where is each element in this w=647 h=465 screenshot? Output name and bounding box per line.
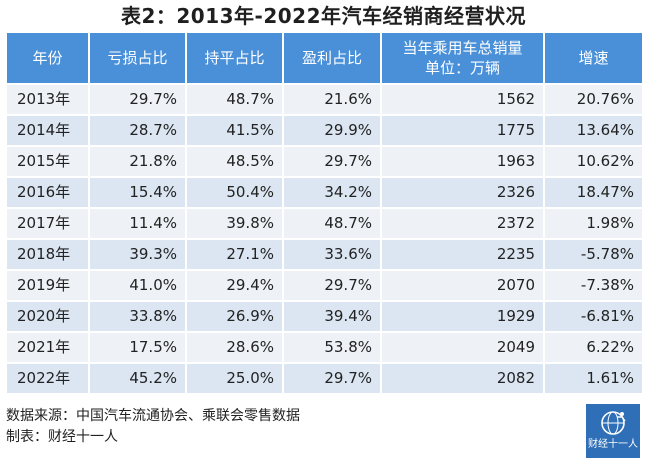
- cell-breakeven: 29.4%: [185, 269, 284, 302]
- cell-growth: 18.47%: [543, 176, 644, 209]
- cell-growth: 10.62%: [543, 145, 644, 178]
- brand-logo: 财经十一人: [586, 404, 640, 458]
- cell-breakeven: 41.5%: [185, 114, 284, 147]
- cell-sales: 2326: [380, 176, 545, 209]
- header-row: 年份 亏损占比 持平占比 盈利占比 当年乘用车总销量 单位：万辆 增速: [5, 31, 644, 85]
- cell-breakeven: 48.7%: [185, 83, 284, 116]
- header-growth: 增速: [543, 31, 644, 85]
- cell-profit: 29.7%: [282, 145, 382, 178]
- globe-runner-icon: [601, 411, 626, 435]
- cell-loss: 33.8%: [88, 300, 187, 333]
- table-row: 2018年 39.3% 27.1% 33.6% 2235 -5.78%: [5, 238, 644, 271]
- cell-year: 2016年: [5, 176, 90, 209]
- cell-growth: 6.22%: [543, 331, 644, 364]
- table-maker: 制表：财经十一人: [6, 429, 118, 445]
- cell-loss: 21.8%: [88, 145, 187, 178]
- cell-loss: 28.7%: [88, 114, 187, 147]
- cell-breakeven: 27.1%: [185, 238, 284, 271]
- cell-sales: 1963: [380, 145, 545, 178]
- cell-growth: 20.76%: [543, 83, 644, 116]
- cell-profit: 53.8%: [282, 331, 382, 364]
- cell-loss: 45.2%: [88, 362, 187, 395]
- cell-profit: 48.7%: [282, 207, 382, 240]
- cell-growth: 1.98%: [543, 207, 644, 240]
- data-source: 数据来源：中国汽车流通协会、乘联会零售数据: [6, 408, 300, 424]
- header-loss: 亏损占比: [88, 31, 187, 85]
- cell-sales: 2082: [380, 362, 545, 395]
- cell-breakeven: 48.5%: [185, 145, 284, 178]
- cell-year: 2021年: [5, 331, 90, 364]
- cell-year: 2018年: [5, 238, 90, 271]
- cell-year: 2013年: [5, 83, 90, 116]
- header-sales: 当年乘用车总销量 单位：万辆: [380, 31, 545, 85]
- table-title: 表2：2013年-2022年汽车经销商经营状况: [120, 4, 527, 28]
- header-sales-line2: 单位：万辆: [424, 59, 500, 77]
- table-row: 2019年 41.0% 29.4% 29.7% 2070 -7.38%: [5, 269, 644, 302]
- cell-breakeven: 50.4%: [185, 176, 284, 209]
- cell-sales: 1929: [380, 300, 545, 333]
- cell-profit: 34.2%: [282, 176, 382, 209]
- header-sales-line1: 当年乘用车总销量: [402, 39, 523, 57]
- cell-sales: 2049: [380, 331, 545, 364]
- cell-sales: 2235: [380, 238, 545, 271]
- logo-text: 财经十一人: [588, 439, 638, 450]
- table-row: 2021年 17.5% 28.6% 53.8% 2049 6.22%: [5, 331, 644, 364]
- table-row: 2015年 21.8% 48.5% 29.7% 1963 10.62%: [5, 145, 644, 178]
- table-row: 2016年 15.4% 50.4% 34.2% 2326 18.47%: [5, 176, 644, 209]
- cell-growth: -6.81%: [543, 300, 644, 333]
- cell-year: 2015年: [5, 145, 90, 178]
- cell-loss: 39.3%: [88, 238, 187, 271]
- cell-profit: 29.9%: [282, 114, 382, 147]
- cell-loss: 29.7%: [88, 83, 187, 116]
- dealer-status-table: 年份 亏损占比 持平占比 盈利占比 当年乘用车总销量 单位：万辆 增速 2013…: [5, 31, 644, 395]
- cell-growth: -7.38%: [543, 269, 644, 302]
- cell-year: 2019年: [5, 269, 90, 302]
- header-year: 年份: [5, 31, 90, 85]
- table-row: 2020年 33.8% 26.9% 39.4% 1929 -6.81%: [5, 300, 644, 333]
- table-row: 2014年 28.7% 41.5% 29.9% 1775 13.64%: [5, 114, 644, 147]
- cell-breakeven: 28.6%: [185, 331, 284, 364]
- cell-loss: 15.4%: [88, 176, 187, 209]
- cell-loss: 41.0%: [88, 269, 187, 302]
- cell-year: 2020年: [5, 300, 90, 333]
- cell-profit: 39.4%: [282, 300, 382, 333]
- table-row: 2017年 11.4% 39.8% 48.7% 2372 1.98%: [5, 207, 644, 240]
- cell-breakeven: 26.9%: [185, 300, 284, 333]
- cell-year: 2014年: [5, 114, 90, 147]
- cell-growth: 1.61%: [543, 362, 644, 395]
- cell-loss: 11.4%: [88, 207, 187, 240]
- table-row: 2022年 45.2% 25.0% 29.7% 2082 1.61%: [5, 362, 644, 395]
- cell-profit: 29.7%: [282, 362, 382, 395]
- cell-sales: 1775: [380, 114, 545, 147]
- header-profit: 盈利占比: [282, 31, 382, 85]
- cell-profit: 29.7%: [282, 269, 382, 302]
- table-row: 2013年 29.7% 48.7% 21.6% 1562 20.76%: [5, 83, 644, 116]
- cell-profit: 33.6%: [282, 238, 382, 271]
- cell-profit: 21.6%: [282, 83, 382, 116]
- cell-year: 2017年: [5, 207, 90, 240]
- cell-sales: 2372: [380, 207, 545, 240]
- header-breakeven: 持平占比: [185, 31, 284, 85]
- cell-growth: -5.78%: [543, 238, 644, 271]
- cell-growth: 13.64%: [543, 114, 644, 147]
- table-footer: 数据来源：中国汽车流通协会、乘联会零售数据 制表：财经十一人: [6, 406, 300, 448]
- cell-sales: 1562: [380, 83, 545, 116]
- cell-loss: 17.5%: [88, 331, 187, 364]
- cell-breakeven: 25.0%: [185, 362, 284, 395]
- cell-breakeven: 39.8%: [185, 207, 284, 240]
- cell-sales: 2070: [380, 269, 545, 302]
- cell-year: 2022年: [5, 362, 90, 395]
